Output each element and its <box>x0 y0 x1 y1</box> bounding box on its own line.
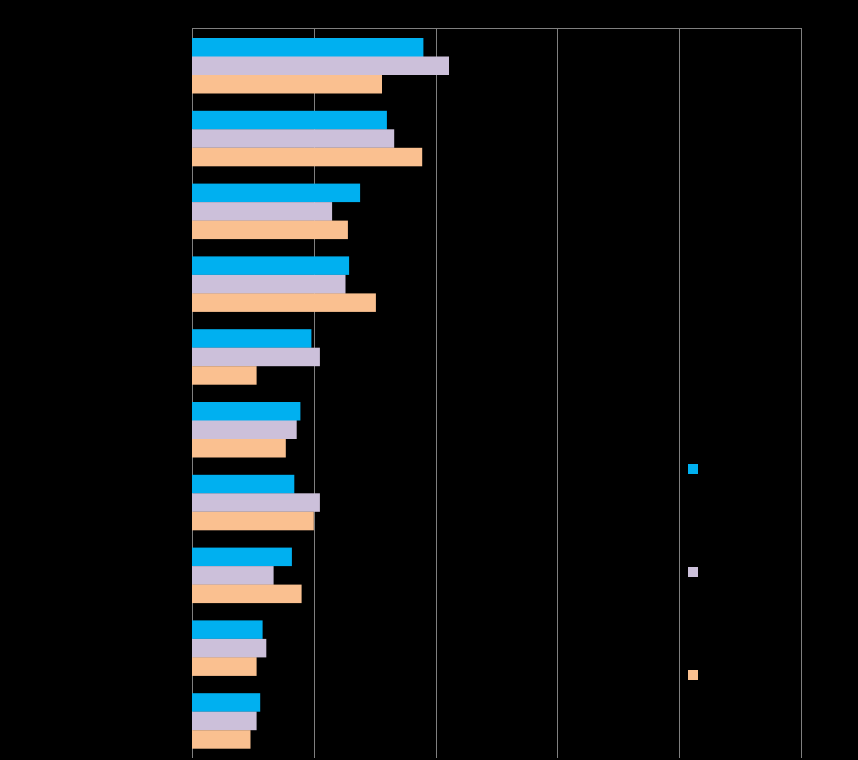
bar-series-1-row-8 <box>192 547 292 567</box>
bar-series-2-row-3 <box>192 202 333 221</box>
bar-series-3-row-8 <box>192 584 302 604</box>
bars <box>192 38 449 749</box>
bar-series-3-row-3 <box>192 220 348 240</box>
bar-series-1-row-5 <box>192 329 312 348</box>
bar-series-2-row-10 <box>192 711 257 731</box>
bar-series-1-row-9 <box>192 620 263 639</box>
legend-swatch-series-1 <box>688 464 698 474</box>
bar-series-2-row-4 <box>192 274 346 294</box>
legend-swatch-series-3 <box>688 670 698 680</box>
bar-series-3-row-5 <box>192 366 257 385</box>
bar-series-1-row-7 <box>192 474 295 494</box>
bar-series-1-row-3 <box>192 183 361 203</box>
bar-series-3-row-1 <box>192 75 382 94</box>
bar-series-1-row-1 <box>192 38 424 57</box>
bar-series-3-row-6 <box>192 439 286 458</box>
bar-series-3-row-2 <box>192 147 423 167</box>
bar-series-1-row-10 <box>192 693 261 712</box>
bar-series-3-row-4 <box>192 293 376 312</box>
bar-series-1-row-6 <box>192 402 301 421</box>
bar-series-2-row-6 <box>192 420 297 439</box>
bar-series-1-row-4 <box>192 256 350 275</box>
legend-swatch-series-2 <box>688 567 698 577</box>
bar-series-3-row-7 <box>192 511 314 531</box>
legend <box>688 464 698 680</box>
bar-series-2-row-1 <box>192 56 449 75</box>
bar-series-2-row-7 <box>192 493 320 512</box>
bar-series-2-row-8 <box>192 566 274 585</box>
bar-series-3-row-10 <box>192 730 251 749</box>
bar-series-2-row-5 <box>192 347 320 367</box>
bar-series-3-row-9 <box>192 657 257 676</box>
bar-series-2-row-2 <box>192 129 395 148</box>
bar-series-2-row-9 <box>192 638 267 658</box>
bar-series-1-row-2 <box>192 110 387 130</box>
